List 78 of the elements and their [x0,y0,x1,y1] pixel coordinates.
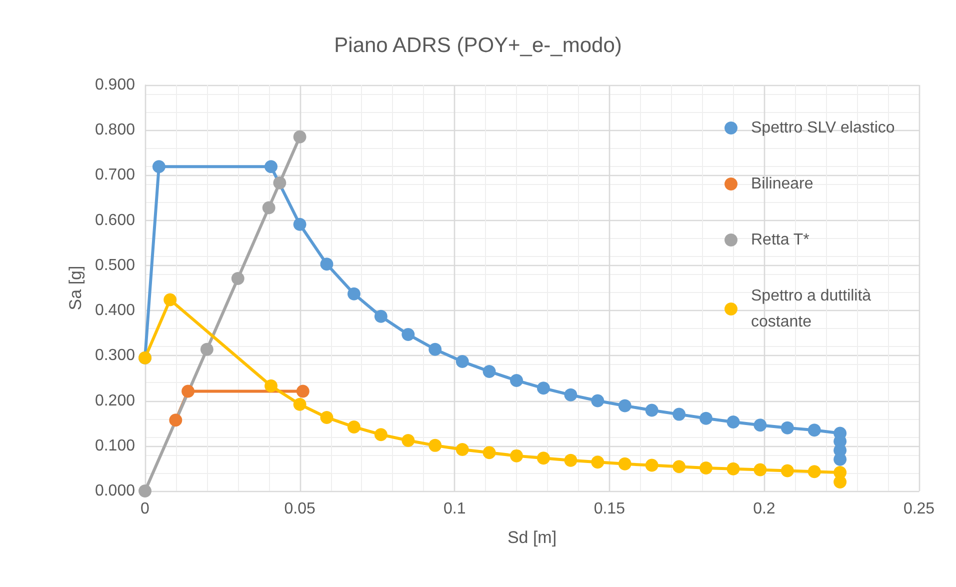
y-tick-label: 0.000 [94,482,136,500]
point [834,475,847,488]
point [645,404,658,417]
point [482,446,496,460]
y-axis-title: Sa [g] [66,266,86,310]
point [456,355,469,368]
x-tick-label: 0 [140,500,150,518]
point [754,418,767,432]
point [428,342,442,356]
point [347,420,360,434]
point [510,374,524,387]
point [374,428,388,442]
legend-label: Spettro SLV elastico [751,120,895,136]
point [264,160,278,174]
point [536,382,550,395]
point [754,463,767,476]
point [262,201,276,214]
point [726,462,740,476]
point [164,293,177,306]
point [320,258,334,271]
point [564,454,578,467]
point [273,176,286,190]
point [138,484,152,498]
point [428,438,442,452]
point [296,384,310,398]
x-tick-label: 0.2 [753,500,776,518]
point [510,449,524,462]
point [672,408,686,421]
y-tick-label: 0.500 [94,256,136,274]
y-tick-label: 0.300 [94,347,136,364]
point [700,412,712,425]
legend-label: Bilineare [751,176,814,192]
point [169,414,182,427]
point [618,399,632,412]
point [402,434,415,447]
point [808,424,821,437]
point [347,287,360,300]
point [780,464,794,478]
x-tick-label: 0.1 [443,500,466,518]
legend-label: Spettro a duttilità costante [751,288,876,330]
y-tick-label: 0.900 [94,76,136,94]
point [536,452,550,465]
point [591,456,604,469]
point [402,328,415,341]
point [645,458,658,472]
x-tick-label: 0.05 [284,500,316,518]
x-tick-label: 0.15 [594,500,626,518]
point [152,160,166,174]
chart-title: Piano ADRS (POY+_e-_modo) [334,34,622,57]
point [456,443,469,456]
y-tick-label: 0.400 [94,302,136,320]
point [482,364,496,378]
point [834,452,847,466]
point [200,342,214,356]
legend-label: Retta T* [751,232,810,248]
point [618,457,632,470]
point [808,465,821,478]
point [293,130,306,144]
x-axis-title: Sd [m] [507,528,557,547]
y-tick-label: 0.100 [94,437,136,454]
y-tick-label: 0.200 [94,392,136,410]
point [591,394,604,408]
point [293,218,306,231]
point [700,461,712,474]
point [231,272,244,286]
point [320,410,334,424]
point [672,460,686,474]
point [182,384,195,398]
y-tick-label: 0.800 [94,122,136,139]
y-tick-label: 0.700 [94,166,136,184]
point [374,310,388,323]
point [726,415,740,428]
y-tick-label: 0.600 [94,212,136,229]
point [564,388,578,402]
point [264,379,278,392]
point [780,421,794,434]
x-tick-label: 0.25 [903,500,935,518]
point [293,398,306,411]
